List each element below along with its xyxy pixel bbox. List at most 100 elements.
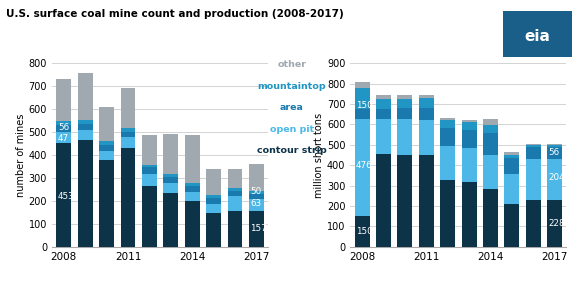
Bar: [206, 195, 221, 198]
Bar: [99, 151, 114, 160]
Bar: [376, 119, 391, 154]
Bar: [120, 88, 135, 128]
Bar: [120, 137, 135, 148]
Text: 228: 228: [549, 219, 565, 228]
Bar: [398, 119, 412, 155]
Bar: [483, 155, 498, 189]
Bar: [354, 109, 369, 119]
Bar: [354, 216, 369, 247]
Text: 47: 47: [58, 134, 69, 143]
Bar: [77, 120, 92, 124]
Bar: [249, 164, 264, 191]
Bar: [142, 167, 157, 174]
Bar: [228, 188, 243, 191]
Bar: [462, 131, 476, 148]
Bar: [185, 186, 199, 192]
Bar: [354, 88, 369, 109]
Bar: [419, 98, 434, 108]
Bar: [228, 169, 243, 188]
Bar: [56, 125, 71, 132]
Bar: [462, 122, 476, 131]
Text: 476: 476: [356, 161, 373, 170]
Bar: [419, 95, 434, 98]
Bar: [547, 144, 562, 145]
Bar: [547, 147, 562, 159]
Bar: [56, 132, 71, 143]
Bar: [164, 174, 178, 177]
Y-axis label: number of mines: number of mines: [16, 113, 26, 197]
Bar: [483, 133, 498, 155]
Bar: [440, 120, 455, 129]
Bar: [185, 135, 199, 183]
Bar: [142, 186, 157, 247]
Bar: [483, 119, 498, 125]
Bar: [505, 174, 520, 204]
Bar: [56, 79, 71, 121]
Bar: [398, 99, 412, 108]
Bar: [99, 145, 114, 151]
Bar: [185, 201, 199, 247]
Bar: [120, 131, 135, 137]
Text: 157: 157: [250, 224, 267, 233]
Bar: [56, 121, 71, 125]
Text: U.S. surface coal mine count and production (2008-2017): U.S. surface coal mine count and product…: [6, 9, 343, 19]
Bar: [483, 189, 498, 247]
Text: 150: 150: [356, 101, 373, 110]
Bar: [419, 108, 434, 120]
Bar: [77, 130, 92, 140]
Bar: [354, 119, 369, 216]
Bar: [376, 95, 391, 100]
Bar: [376, 100, 391, 109]
Y-axis label: million short tons: million short tons: [314, 113, 324, 197]
Bar: [419, 120, 434, 155]
Bar: [228, 211, 243, 247]
Text: 204: 204: [549, 172, 565, 181]
Bar: [99, 107, 114, 141]
Bar: [164, 177, 178, 183]
Bar: [249, 199, 264, 211]
Bar: [120, 148, 135, 247]
Bar: [398, 155, 412, 247]
Bar: [505, 152, 520, 155]
Bar: [249, 211, 264, 247]
Bar: [483, 125, 498, 133]
Bar: [120, 128, 135, 131]
Bar: [77, 73, 92, 120]
Bar: [249, 191, 264, 193]
Text: contour strip: contour strip: [257, 146, 327, 155]
Text: eia: eia: [525, 29, 550, 44]
Bar: [99, 160, 114, 247]
Bar: [398, 95, 412, 99]
Bar: [440, 181, 455, 247]
Text: 56: 56: [58, 123, 69, 132]
Bar: [526, 159, 541, 200]
Text: 50: 50: [250, 187, 262, 196]
Bar: [249, 193, 264, 199]
Text: area: area: [280, 103, 304, 112]
Bar: [526, 145, 541, 147]
Bar: [462, 120, 476, 122]
Bar: [440, 118, 455, 120]
Text: 150: 150: [356, 227, 373, 236]
Text: mountaintop: mountaintop: [258, 82, 326, 91]
Bar: [142, 135, 157, 165]
Bar: [547, 200, 562, 247]
Bar: [505, 158, 520, 174]
Bar: [526, 200, 541, 247]
Text: 56: 56: [549, 148, 560, 157]
Bar: [505, 155, 520, 158]
Bar: [462, 148, 476, 182]
Text: other: other: [277, 60, 306, 69]
Bar: [206, 198, 221, 204]
Bar: [164, 134, 178, 174]
Bar: [354, 82, 369, 88]
Bar: [56, 143, 71, 247]
Bar: [228, 196, 243, 211]
Bar: [206, 213, 221, 247]
Bar: [547, 159, 562, 200]
Bar: [440, 146, 455, 181]
Text: 453: 453: [58, 192, 75, 201]
Bar: [185, 183, 199, 186]
Bar: [206, 169, 221, 195]
Bar: [228, 191, 243, 196]
